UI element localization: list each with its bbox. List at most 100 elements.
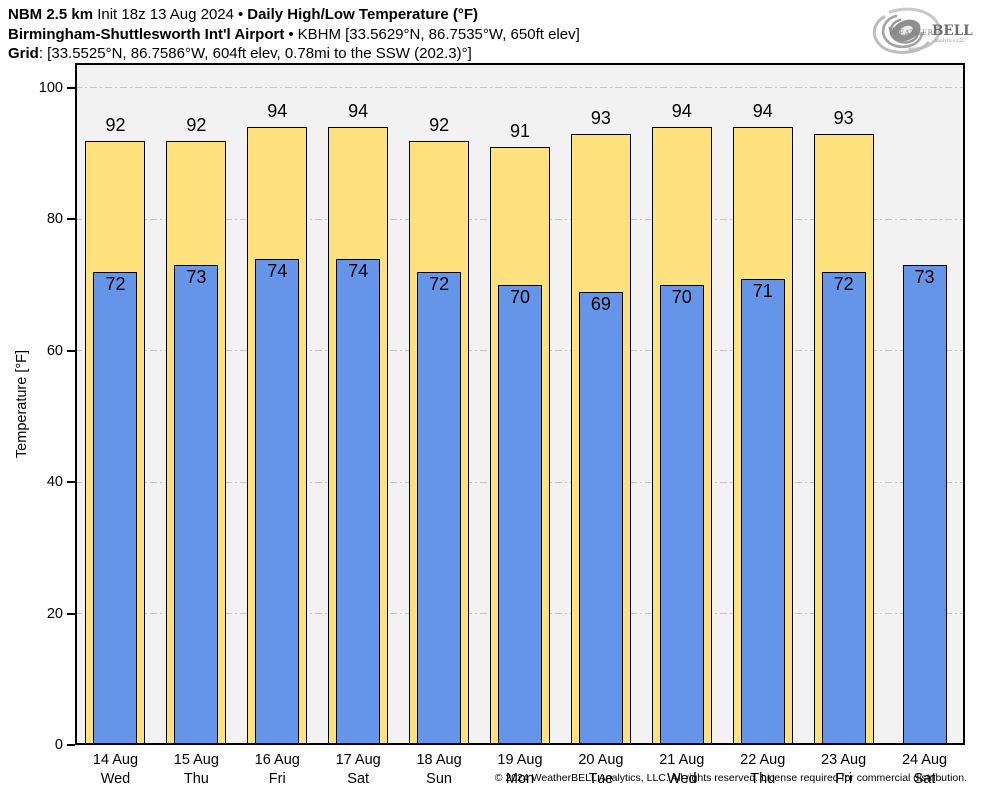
gridline-100 [75,87,965,89]
y-tick-mark [67,86,75,89]
x-tick-label: 19 Aug Mon [478,751,562,789]
high-value-label: 93 [833,107,854,128]
y-tick-label: 60 [46,342,63,359]
x-tick-day: Tue [588,771,614,787]
low-value-label: 74 [267,260,288,281]
x-tick-label: 22 Aug Thu [721,751,805,789]
high-value-label: 94 [267,101,288,122]
x-tick-date: 20 Aug [578,752,624,768]
x-tick-day: Fri [835,771,853,787]
station-name: Birmingham-Shuttlesworth Int'l Airport [8,25,285,43]
low-bar: 74 [336,258,381,745]
bullet-separator: • [288,25,294,43]
x-tick-date: 16 Aug [254,752,300,768]
x-tick-label: 17 Aug Sat [316,751,400,789]
low-value-label: 69 [590,293,611,314]
x-tick-label: 14 Aug Wed [73,751,157,789]
y-tick-mark [67,612,75,615]
y-axis-title: Temperature [°F] [14,349,30,459]
x-tick-date: 22 Aug [740,752,786,768]
x-tick-date: 19 Aug [497,752,543,768]
low-bar: 70 [498,285,542,745]
y-tick-label: 100 [38,79,63,96]
low-value-label: 74 [348,260,369,281]
y-tick-mark [67,349,75,352]
hurricane-swirl-icon: Weather BELL Analytics LLC [872,7,973,54]
chart-header: NBM 2.5 km Init 18z 13 Aug 2024 • Daily Hi… [8,5,580,64]
x-tick-day: Fri [268,771,286,787]
x-tick-day: Mon [505,771,535,787]
low-bar: 70 [659,285,704,745]
plot-area: 0 20 40 60 80 100 92 72 14 Aug Wed 92 73 15 Aug Thu 94… [39,63,965,787]
x-tick-label: 23 Aug Fri [802,751,886,789]
copyright-notice: © 2024 WeatherBELL Analytics, LLC. All r… [494,772,967,784]
low-bar: 72 [417,271,462,745]
high-value-label: 94 [348,101,369,122]
x-tick-day: Thu [183,771,209,787]
low-bar: 73 [174,265,219,745]
x-tick-label: 24 Aug Sat [883,751,967,789]
low-value-label: 73 [914,267,935,288]
x-tick-day: Sat [347,771,370,787]
x-tick-label: 18 Aug Sun [397,751,481,789]
x-tick-label: 20 Aug Tue [559,751,643,789]
header-line-3: Grid: [33.5525°N, 86.7586°W, 604ft elev,… [8,44,580,64]
x-tick-date: 17 Aug [335,752,381,768]
x-tick-date: 23 Aug [821,752,867,768]
y-tick-mark [67,481,75,484]
x-tick-date: 24 Aug [901,752,948,768]
high-value-label: 91 [509,121,531,142]
high-value-label: 94 [671,101,692,122]
x-tick-day: Wed [667,771,697,787]
grid-details: : [33.5525°N, 86.7586°W, 604ft elev, 0.7… [38,45,472,62]
x-tick-date: 21 Aug [659,752,705,768]
grid-label: Grid [8,45,39,62]
high-value-label: 92 [105,114,126,135]
low-bar: 73 [902,265,947,745]
weatherbell-logo: Weather BELL Analytics LLC [860,3,980,59]
low-value-label: 71 [752,280,773,301]
y-tick-label: 40 [46,474,63,491]
low-bar: 69 [578,291,623,745]
low-bar: 74 [255,258,300,745]
x-tick-day: Thu [750,771,776,787]
high-value-label: 92 [186,114,207,135]
x-tick-label: 16 Aug Fri [235,751,319,789]
header-line-2: Birmingham-Shuttlesworth Int'l Airport • K… [8,25,580,45]
low-value-label: 72 [833,273,854,294]
x-tick-date: 14 Aug [92,752,139,768]
logo-analytics-text: Analytics LLC [933,38,966,44]
x-tick-day: Wed [100,771,131,787]
x-tick-label: 21 Aug Wed [640,751,724,789]
low-bar: 72 [93,271,138,745]
header-line-1: NBM 2.5 km Init 18z 13 Aug 2024 • Daily Hi… [8,5,580,25]
low-value-label: 72 [429,273,450,294]
high-value-label: 94 [752,101,773,122]
high-value-label: 92 [429,114,450,135]
y-tick-label: 20 [46,605,63,622]
y-tick-mark [67,744,75,746]
x-tick-date: 15 Aug [173,752,219,768]
station-details: KBHM [33.5629°N, 86.7535°W, 650ft elev] [297,25,580,43]
logo-weather-text: Weather [888,27,934,38]
low-bar: 71 [740,278,785,745]
model-name: NBM 2.5 km [8,6,94,23]
bullet-separator: • [237,6,244,23]
logo-bell-text: BELL [932,23,973,39]
x-tick-day: Sun [426,771,452,787]
y-tick-label: 0 [54,737,63,753]
chart-title: Daily High/Low Temperature (°F) [247,6,478,23]
low-value-label: 70 [509,287,531,308]
x-tick-day: Sat [913,771,936,787]
low-bar: 72 [821,271,866,745]
y-tick-mark [67,218,75,221]
low-value-label: 72 [105,273,126,294]
init-time: Init 18z 13 Aug 2024 [97,6,234,23]
x-tick-date: 18 Aug [416,752,462,768]
low-value-label: 73 [186,267,207,288]
low-value-label: 70 [671,287,692,308]
y-tick-label: 80 [46,211,63,228]
high-value-label: 93 [590,107,611,128]
x-tick-label: 15 Aug Thu [154,751,238,789]
